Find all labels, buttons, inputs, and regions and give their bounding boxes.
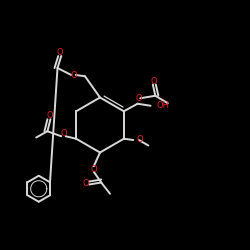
Text: OH: OH	[156, 101, 169, 110]
Text: O: O	[82, 179, 89, 188]
Text: O: O	[135, 94, 142, 103]
Text: O: O	[46, 111, 53, 120]
Text: O: O	[90, 166, 97, 174]
Text: O: O	[70, 70, 77, 80]
Text: O: O	[151, 76, 158, 86]
Text: O: O	[57, 48, 63, 57]
Text: O: O	[136, 136, 143, 144]
Text: O: O	[60, 129, 67, 138]
